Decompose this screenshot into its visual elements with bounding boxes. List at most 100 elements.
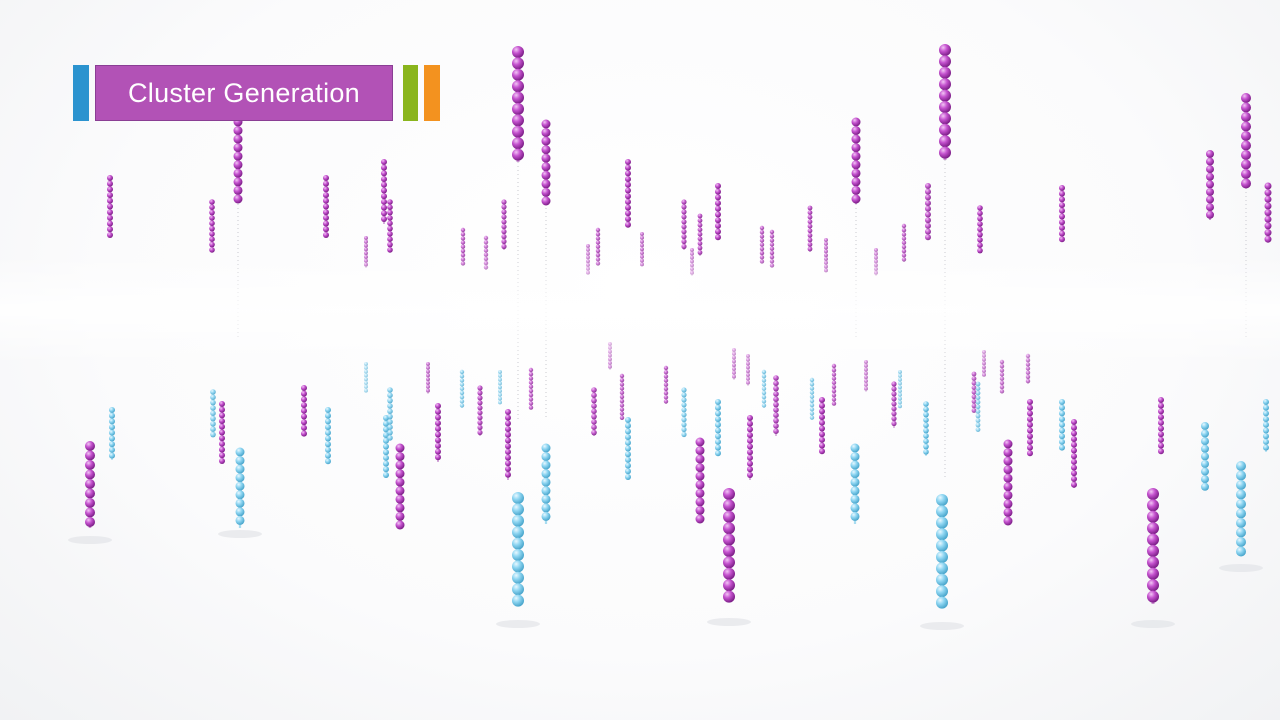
bead — [898, 381, 902, 386]
bead — [381, 198, 387, 205]
bead — [769, 242, 775, 247]
bead — [925, 188, 931, 195]
bead — [460, 227, 466, 233]
bead — [723, 579, 735, 592]
bead — [936, 562, 948, 575]
bead — [663, 399, 669, 404]
bead — [541, 187, 551, 197]
bead — [1003, 482, 1013, 492]
bead — [477, 390, 483, 396]
bead — [898, 370, 902, 374]
bead — [1206, 180, 1214, 189]
magenta-cluster-strand — [387, 199, 393, 253]
bead — [528, 401, 534, 406]
cyan-cluster-strand — [364, 362, 368, 393]
bead — [715, 410, 721, 417]
bead — [541, 443, 551, 453]
bead — [233, 168, 243, 178]
bead — [807, 210, 813, 216]
bead — [512, 560, 524, 573]
cyan-cluster-strand — [109, 407, 115, 460]
bead — [233, 134, 243, 144]
bead — [395, 511, 405, 521]
bead — [512, 549, 524, 561]
bead — [459, 403, 465, 408]
bead — [681, 243, 687, 250]
bead — [383, 443, 389, 450]
bead — [381, 210, 387, 217]
bead — [459, 394, 465, 400]
bead — [85, 460, 95, 470]
bead — [851, 185, 861, 195]
bead — [850, 469, 860, 479]
bead — [715, 450, 721, 457]
bead — [747, 466, 753, 473]
bead — [619, 390, 625, 395]
bead — [939, 78, 951, 91]
bead — [864, 375, 868, 380]
bead — [301, 402, 307, 409]
bead — [387, 215, 393, 221]
bead — [364, 365, 368, 370]
bead — [435, 437, 441, 444]
bead — [381, 159, 387, 165]
bead — [715, 444, 721, 451]
bead — [759, 234, 765, 239]
bead — [1059, 185, 1065, 191]
bead — [219, 401, 225, 407]
bead — [619, 378, 625, 383]
bead — [874, 251, 878, 256]
bead — [864, 379, 868, 383]
bead — [819, 425, 825, 432]
bead — [1158, 431, 1164, 438]
bead — [695, 488, 705, 498]
bead — [999, 372, 1005, 377]
bead — [898, 385, 902, 390]
bead — [387, 236, 393, 242]
bead — [898, 392, 902, 397]
bead — [761, 382, 767, 387]
bead — [325, 441, 331, 448]
bead — [501, 209, 507, 215]
bead — [498, 373, 502, 378]
bead — [625, 439, 631, 446]
bead — [426, 373, 430, 378]
bead — [891, 420, 897, 427]
bead — [1027, 438, 1033, 445]
bead — [901, 248, 907, 254]
bead — [387, 225, 393, 232]
bead — [459, 399, 465, 404]
cyan-cluster-strand — [923, 401, 929, 456]
bead — [541, 469, 551, 479]
bead — [625, 193, 631, 200]
bead — [505, 466, 511, 472]
bead — [831, 388, 837, 394]
bead — [512, 583, 524, 596]
bead — [512, 492, 524, 504]
bead — [923, 417, 929, 423]
bead — [387, 419, 393, 425]
bead — [999, 368, 1005, 373]
bead — [901, 236, 907, 241]
bead — [1263, 427, 1269, 434]
bead — [640, 243, 644, 248]
bead — [619, 382, 625, 387]
bead — [107, 209, 113, 216]
bead — [477, 385, 483, 391]
bead — [505, 426, 511, 433]
bead — [209, 220, 215, 227]
bead — [387, 241, 393, 248]
bead — [747, 426, 753, 433]
bead — [1236, 489, 1246, 500]
magenta-cluster-strand — [426, 362, 430, 394]
bead — [1206, 210, 1214, 219]
bead — [387, 413, 393, 420]
bead — [851, 151, 861, 161]
bead — [235, 515, 245, 525]
bead — [1071, 464, 1077, 471]
bead — [1059, 219, 1065, 226]
bead — [591, 429, 597, 436]
bead — [831, 376, 837, 381]
bead — [541, 460, 551, 470]
bead — [1025, 378, 1031, 384]
